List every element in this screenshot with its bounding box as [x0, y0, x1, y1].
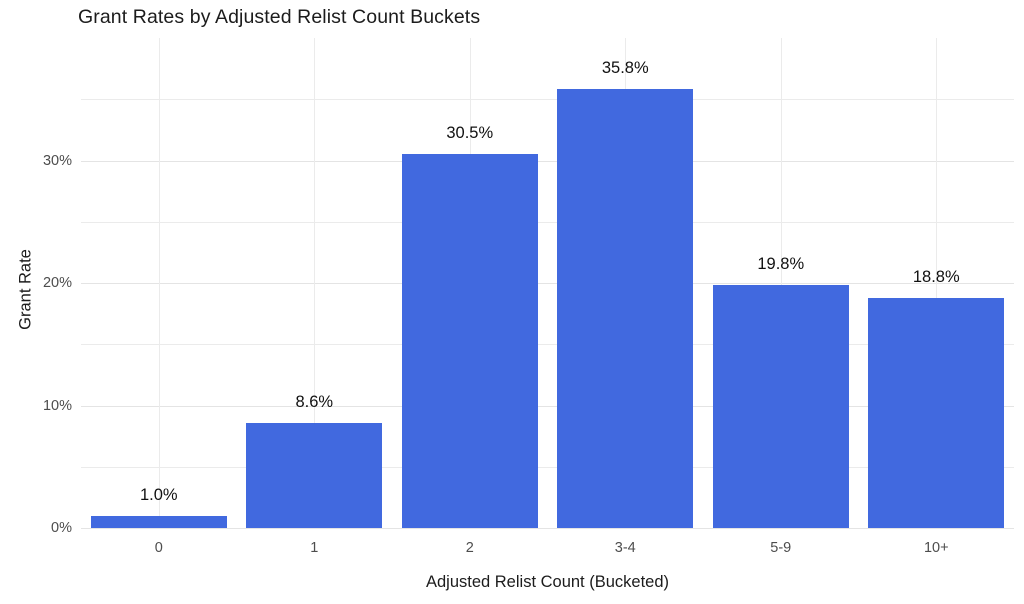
- y-axis-title: Grant Rate: [16, 249, 35, 330]
- bar-value-label: 8.6%: [295, 392, 334, 411]
- y-axis-tick-labels: 0% 10% 20% 30%: [0, 38, 72, 537]
- bar-value-label: 30.5%: [446, 124, 494, 143]
- x-axis-title: Adjusted Relist Count (Bucketed): [425, 573, 670, 591]
- bar-value-label: 18.8%: [912, 267, 960, 286]
- bar-value-label: 35.8%: [601, 59, 649, 78]
- plot-area: 1.0% 8.6% 30.5% 35.8% 19.8% 18.8%: [81, 38, 1014, 529]
- bar[interactable]: [557, 89, 694, 528]
- bar[interactable]: [246, 422, 383, 528]
- x-axis-tick-label: 1: [310, 540, 319, 556]
- gridline-horizontal-minor: [81, 221, 1014, 223]
- gridline-horizontal-major: [81, 160, 1014, 162]
- y-axis-tick-label: 20%: [42, 275, 72, 291]
- gridline-horizontal-minor: [81, 344, 1014, 346]
- bar[interactable]: [712, 285, 849, 528]
- gridline-vertical: [780, 38, 782, 528]
- gridline-horizontal-major: [81, 405, 1014, 407]
- y-axis-tick-label: 0%: [51, 520, 72, 536]
- x-axis-tick-labels: 0 1 2 3-4 5-9 10+: [81, 528, 1014, 558]
- chart-title: Grant Rates by Adjusted Relist Count Buc…: [78, 6, 481, 28]
- bar[interactable]: [868, 297, 1005, 528]
- y-axis-tick-label: 10%: [42, 397, 72, 414]
- x-axis-tick-label: 3-4: [614, 540, 636, 556]
- x-axis-tick-label: 2: [465, 540, 474, 556]
- x-axis-tick-label: 10+: [923, 540, 949, 556]
- bar[interactable]: [401, 154, 538, 528]
- bar[interactable]: [90, 515, 227, 528]
- x-axis-tick-label: 0: [154, 540, 163, 556]
- gridline-vertical: [936, 38, 938, 528]
- gridline-horizontal-minor: [81, 99, 1014, 101]
- gridline-horizontal-major: [81, 283, 1014, 284]
- x-axis-tick-label: 5-9: [770, 540, 792, 556]
- bar-value-label: 19.8%: [757, 255, 805, 274]
- gridline-vertical: [158, 38, 160, 528]
- bar-value-label: 1.0%: [139, 485, 178, 504]
- y-axis-tick-label: 30%: [42, 152, 72, 169]
- gridline-vertical: [314, 38, 316, 528]
- gridline-horizontal-major: [81, 528, 1014, 529]
- gridline-horizontal-minor: [81, 466, 1014, 468]
